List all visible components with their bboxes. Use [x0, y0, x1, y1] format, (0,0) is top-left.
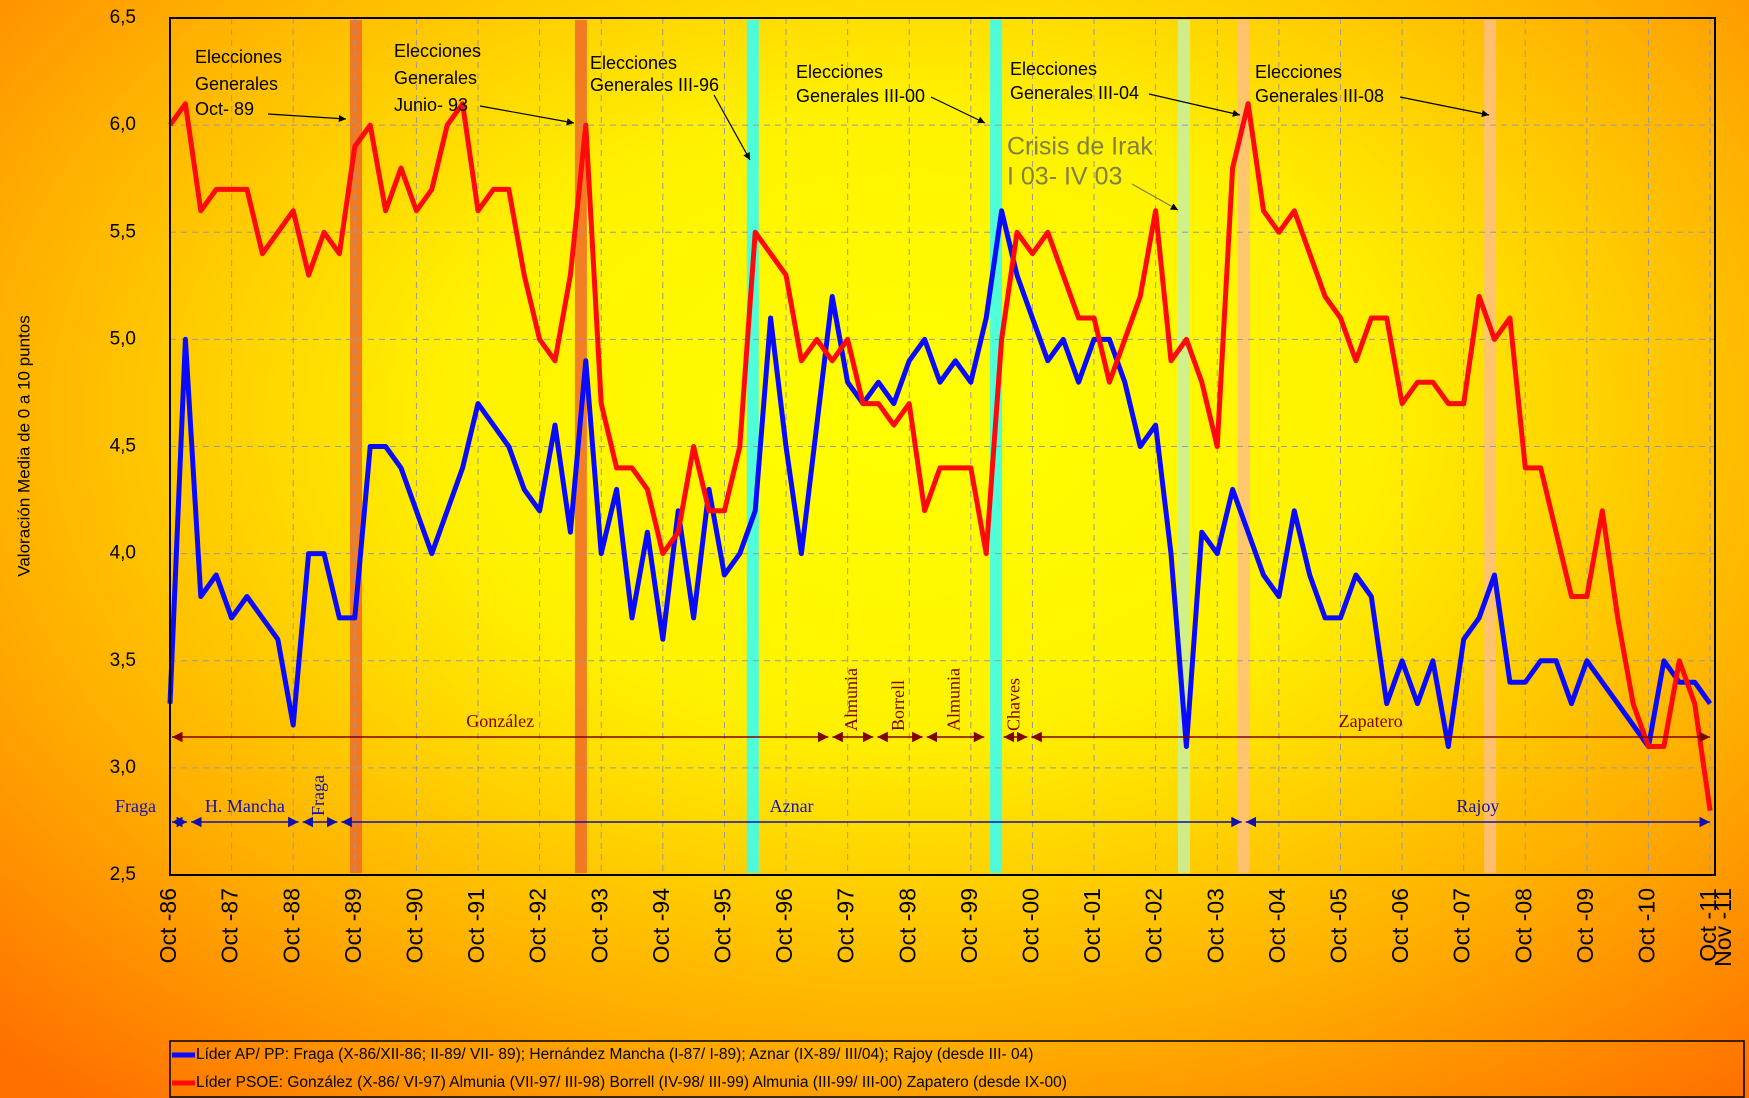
- annotation-text: Generales: [195, 74, 278, 94]
- y-tick-label: 4,0: [110, 543, 136, 564]
- x-tick-label: Oct -86: [155, 888, 181, 963]
- annotation-text: Oct- 89: [195, 99, 254, 119]
- plot-frame: [169, 17, 1716, 876]
- annotation-text: Elecciones: [796, 62, 883, 82]
- leader-label: Zapatero: [1339, 711, 1403, 731]
- annotation-text: Generales: [394, 68, 477, 88]
- leader-label: González: [466, 711, 534, 731]
- x-tick-label: Nov -11: [1710, 888, 1736, 967]
- x-tick-label: Oct -03: [1202, 888, 1228, 963]
- x-tick-label: Oct -87: [217, 888, 243, 963]
- annotations: González Almunia Borrell Almunia Chaves Zapat…: [115, 41, 1710, 828]
- x-tick-label: Oct -08: [1510, 888, 1536, 963]
- x-tick-label: Oct -11: [1695, 888, 1721, 962]
- y-tick-label: 5,5: [110, 221, 136, 242]
- x-tick-label: Oct -96: [771, 888, 797, 963]
- y-tick-label: 4,5: [110, 436, 136, 457]
- annotation-text: I 03- IV 03: [1007, 163, 1122, 191]
- annotation-arrow: [1399, 96, 1490, 118]
- annotation-text: Elecciones: [1010, 59, 1097, 79]
- leader-label: Borrell: [888, 680, 908, 731]
- leader-label: Chaves: [1004, 678, 1024, 731]
- annotation-arrow: [1131, 183, 1179, 211]
- legend-label: Líder AP/ PP: Fraga (X-86/XII-86; II-89/…: [196, 1046, 1033, 1063]
- annotation-arrow: [1148, 93, 1241, 117]
- legend-box: [169, 1040, 1745, 1098]
- y-tick-label: 6,5: [110, 7, 136, 28]
- series-line: [167, 101, 1713, 812]
- annotation-arrow: [930, 96, 986, 124]
- series-line: [167, 208, 1713, 749]
- x-tick-label: Oct -09: [1572, 888, 1598, 963]
- x-tick-label: Oct -88: [278, 888, 304, 963]
- y-tick-label: 3,5: [110, 650, 136, 671]
- annotation-text: Generales III-04: [1010, 83, 1139, 103]
- annotation-text: Generales III-96: [590, 75, 719, 95]
- x-tick-label: Oct -95: [710, 888, 736, 963]
- x-tick-label: Oct -02: [1141, 888, 1167, 963]
- election-band: [350, 20, 363, 873]
- x-tick-label: Oct -07: [1449, 888, 1475, 963]
- x-tick-label: Oct -06: [1387, 888, 1413, 963]
- leader-label: Rajoy: [1456, 796, 1499, 816]
- x-tick-label: Oct -04: [1264, 888, 1290, 964]
- y-tick-label: 6,0: [110, 114, 136, 135]
- leader-label: Almunia: [841, 668, 861, 731]
- y-tick-label: 3,0: [110, 757, 136, 778]
- annotation-arrow: [479, 105, 575, 126]
- x-tick-label: Oct -93: [586, 888, 612, 963]
- x-tick-label: Oct -90: [401, 888, 427, 963]
- annotation-arrow: [267, 113, 347, 123]
- annotation-text: Elecciones: [394, 41, 481, 61]
- x-tick-label: Oct -10: [1634, 888, 1660, 963]
- y-tick-label: 2,5: [110, 864, 136, 885]
- x-tick-label: Oct -99: [956, 888, 982, 963]
- annotation-text: Generales III-00: [796, 86, 925, 106]
- y-tick-label: 5,0: [110, 328, 136, 349]
- leader-label: Fraga: [308, 775, 328, 816]
- leader-label: Fraga: [115, 796, 156, 816]
- leader-label: H. Mancha: [205, 796, 285, 816]
- annotation-arrow: [713, 94, 751, 161]
- x-tick-label: Oct -97: [833, 888, 859, 963]
- legend-label: Líder PSOE: González (X-86/ VI-97) Almun…: [196, 1074, 1067, 1091]
- x-tick-label: Oct -94: [648, 888, 674, 964]
- series-lines: [167, 101, 1713, 812]
- x-tick-label: Oct -01: [1079, 888, 1105, 963]
- x-tick-label: Oct -05: [1326, 888, 1352, 963]
- annotation-text: Elecciones: [1255, 62, 1342, 82]
- annotation-text: Generales III-08: [1255, 86, 1384, 106]
- y-axis-label: Valoración Media de 0 a 10 puntos: [14, 315, 33, 576]
- x-tick-label: Oct -98: [894, 888, 920, 963]
- leader-label: Aznar: [770, 796, 814, 816]
- x-tick-label: Oct -91: [463, 888, 489, 963]
- x-tick-label: Oct -89: [340, 888, 366, 963]
- x-tick-label: Oct -00: [1018, 888, 1044, 963]
- election-band: [1237, 20, 1250, 873]
- annotation-text: Junio- 93: [394, 95, 468, 115]
- annotation-text: Elecciones: [195, 47, 282, 67]
- x-tick-label: Oct -92: [525, 888, 551, 963]
- annotation-text: Crisis de Irak: [1007, 133, 1153, 161]
- grid: [169, 17, 1716, 876]
- leader-label: Almunia: [944, 668, 964, 731]
- annotation-text: Elecciones: [590, 53, 677, 73]
